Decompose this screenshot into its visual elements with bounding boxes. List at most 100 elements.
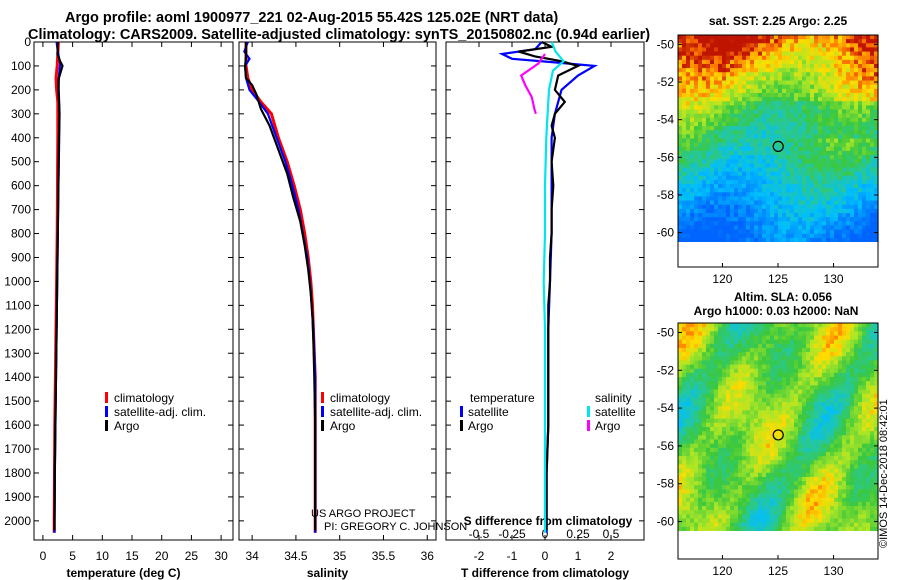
y-tick-label: 1500 [4, 394, 31, 408]
map-cell [874, 427, 879, 432]
map-cell [702, 451, 707, 457]
map-cell [822, 208, 827, 214]
map-cell [678, 167, 683, 173]
map-cell [802, 460, 807, 466]
map-cell [826, 138, 831, 144]
map-cell [830, 406, 835, 411]
map-cell [778, 204, 783, 210]
map-cell [778, 155, 783, 160]
map-cell [714, 372, 719, 378]
map-cell [722, 200, 727, 206]
map-cell [750, 63, 755, 69]
map-cell [698, 497, 703, 503]
map-cell [862, 101, 867, 106]
map-cell [858, 163, 863, 169]
map-cell [810, 138, 815, 144]
map-cell [798, 121, 803, 127]
map-cell [694, 347, 699, 353]
map-cell [690, 343, 695, 349]
map-cell [714, 39, 719, 44]
s-tick-label: -0.5 [469, 527, 490, 541]
map-cell [778, 335, 783, 341]
map-cell [694, 229, 699, 235]
map-cell [838, 97, 843, 102]
map-cell [814, 485, 819, 490]
map-cell [770, 171, 775, 177]
map-cell [738, 167, 743, 173]
map-cell [726, 101, 731, 106]
map-cell [870, 456, 875, 461]
map-cell [686, 389, 691, 395]
map-cell [766, 146, 771, 152]
map-cell [698, 347, 703, 353]
map-cell [806, 481, 811, 486]
map-cell [758, 439, 763, 445]
map-cell [770, 146, 775, 152]
map-cell [702, 167, 707, 173]
map-cell [826, 225, 831, 231]
map-cell [754, 80, 759, 86]
map-cell [758, 192, 763, 198]
map-cell [818, 443, 823, 449]
map-cell [718, 356, 723, 362]
map-cell [810, 229, 815, 235]
map-cell [854, 171, 859, 177]
map-cell [826, 155, 831, 160]
map-cell [718, 343, 723, 349]
map-cell [858, 331, 863, 337]
map-cell [750, 377, 755, 382]
map-cell [826, 126, 831, 131]
map-cell [826, 97, 831, 102]
map-cell [722, 184, 727, 189]
map-cell [778, 422, 783, 428]
map-cell [870, 418, 875, 424]
map-cell [866, 229, 871, 235]
map-cell [710, 35, 715, 40]
map-cell [850, 213, 855, 218]
map-cell [762, 167, 767, 173]
map-cell [698, 418, 703, 424]
map-cell [850, 217, 855, 222]
map-cell [786, 410, 791, 416]
map-cell [766, 84, 771, 90]
map-cell [874, 204, 879, 210]
map-cell [818, 134, 823, 140]
map-cell [746, 372, 751, 378]
map-cell [714, 175, 719, 181]
map-cell [726, 422, 731, 428]
map-cell [874, 196, 879, 202]
map-cell [714, 377, 719, 382]
map-cell [854, 80, 859, 86]
map-cell [834, 130, 839, 135]
map-cell [818, 447, 823, 453]
map-cell [802, 55, 807, 61]
map-cell [774, 418, 779, 424]
map-cell [754, 368, 759, 374]
map-cell [718, 88, 723, 94]
map-cell [814, 460, 819, 466]
map-cell [790, 63, 795, 69]
map-cell [778, 59, 783, 65]
map-cell [766, 233, 771, 239]
map-cell [702, 101, 707, 106]
map-cell [742, 184, 747, 189]
map-cell [874, 138, 879, 144]
map-cell [810, 84, 815, 90]
map-cell [786, 134, 791, 140]
map-cell [738, 347, 743, 353]
map-cell [734, 229, 739, 235]
map-cell [874, 414, 879, 420]
map-cell [866, 422, 871, 428]
map-cell [706, 431, 711, 436]
map-cell [802, 456, 807, 461]
map-cell [774, 331, 779, 337]
legend-swatch [105, 392, 108, 403]
map-cell [798, 406, 803, 411]
map-cell [806, 402, 811, 407]
map-cell [722, 72, 727, 77]
map-cell [762, 381, 767, 386]
map-cell [682, 171, 687, 177]
map-cell [846, 493, 851, 499]
map-cell [830, 385, 835, 391]
